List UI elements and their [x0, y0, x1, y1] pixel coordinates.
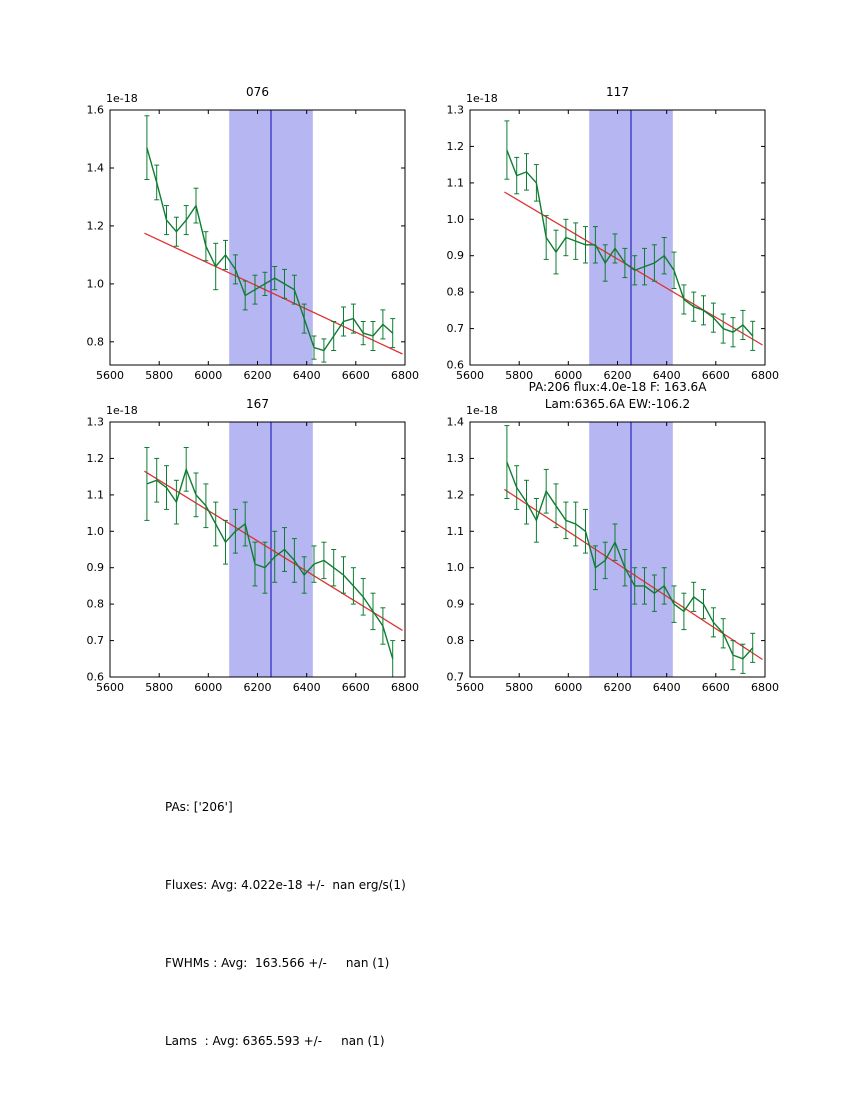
svg-text:1.3: 1.3: [447, 104, 465, 117]
chart-canvas-076: 5600 5800 6000 6200 6400 6600 6800 0.8 1.0 1.2 1.4…: [87, 104, 420, 383]
axis-ticks: [109, 109, 406, 365]
svg-text:6000: 6000: [194, 369, 222, 382]
tick-labels: 5600 5800 6000 6200 6400 6600 6800 0.7 0.8 0.9 1.0…: [447, 416, 780, 695]
svg-text:5600: 5600: [96, 681, 124, 694]
chart-canvas-117: 5600 5800 6000 6200 6400 6600 6800 0.6 0.7 0.8 0.9…: [447, 104, 780, 383]
subplot-title-pa206-line1: PA:206 flux:4.0e-18 F: 163.6A: [528, 380, 707, 394]
subplot-title-076: 076: [246, 85, 269, 99]
stats-line-fluxes: Fluxes: Avg: 4.022e-18 +/- nan erg/s(1): [165, 878, 406, 892]
svg-text:5800: 5800: [505, 681, 533, 694]
chart-canvas-pa206: 5600 5800 6000 6200 6400 6600 6800 0.7 0.8 0.9 1.0…: [447, 416, 780, 695]
svg-text:0.7: 0.7: [447, 671, 465, 684]
stats-line-lams: Lams : Avg: 6365.593 +/- nan (1): [165, 1034, 385, 1048]
tick-labels: 5600 5800 6000 6200 6400 6600 6800 0.6 0.7 0.8 0.9…: [87, 416, 420, 695]
svg-text:1.0: 1.0: [447, 213, 465, 226]
svg-text:6400: 6400: [653, 369, 681, 382]
svg-text:6400: 6400: [293, 369, 321, 382]
offset-label-117: 1e-18: [466, 92, 498, 105]
spectrum-line: [506, 461, 754, 660]
svg-text:5800: 5800: [505, 369, 533, 382]
svg-text:1.1: 1.1: [447, 525, 465, 538]
svg-text:0.9: 0.9: [447, 598, 465, 611]
svg-text:1.2: 1.2: [447, 140, 465, 153]
svg-text:1.2: 1.2: [87, 219, 105, 232]
offset-label-076: 1e-18: [106, 92, 138, 105]
svg-text:6600: 6600: [702, 369, 730, 382]
svg-text:6600: 6600: [702, 681, 730, 694]
svg-text:1.2: 1.2: [87, 452, 105, 465]
offset-label-167: 1e-18: [106, 404, 138, 417]
axis-ticks: [469, 421, 766, 678]
svg-text:1.6: 1.6: [87, 104, 105, 117]
svg-text:1.0: 1.0: [87, 525, 105, 538]
stats-line-pas: PAs: ['206']: [165, 800, 233, 814]
stats-block: PAs: ['206'] Fluxes: Avg: 4.022e-18 +/- …: [165, 742, 406, 1100]
svg-text:1.3: 1.3: [447, 452, 465, 465]
svg-text:6400: 6400: [653, 681, 681, 694]
tick-labels: 5600 5800 6000 6200 6400 6600 6800 0.6 0.7 0.8 0.9…: [447, 104, 780, 383]
tick-labels: 5600 5800 6000 6200 6400 6600 6800 0.8 1.0 1.2 1.4…: [87, 104, 420, 383]
subplot-title-pa206-line2: Lam:6365.6A EW:-106.2: [544, 397, 691, 411]
svg-text:5800: 5800: [145, 681, 173, 694]
svg-text:1.1: 1.1: [447, 176, 465, 189]
continuum-fit-line: [144, 232, 403, 355]
svg-text:6200: 6200: [244, 681, 272, 694]
svg-text:0.8: 0.8: [447, 286, 465, 299]
svg-text:6000: 6000: [194, 681, 222, 694]
svg-text:0.7: 0.7: [87, 634, 105, 647]
offset-label-pa206: 1e-18: [466, 404, 498, 417]
svg-text:0.8: 0.8: [87, 598, 105, 611]
svg-text:0.9: 0.9: [447, 249, 465, 262]
svg-text:6600: 6600: [342, 369, 370, 382]
svg-text:6400: 6400: [293, 681, 321, 694]
svg-text:0.6: 0.6: [447, 359, 465, 372]
svg-text:1.1: 1.1: [87, 488, 105, 501]
svg-text:6800: 6800: [751, 369, 779, 382]
svg-text:6800: 6800: [391, 681, 419, 694]
svg-text:1.3: 1.3: [87, 416, 105, 429]
spectrum-line: [146, 147, 394, 352]
svg-text:0.8: 0.8: [447, 634, 465, 647]
svg-text:6200: 6200: [244, 369, 272, 382]
svg-text:1.4: 1.4: [87, 162, 105, 175]
chart-canvas-167: 5600 5800 6000 6200 6400 6600 6800 0.6 0.7 0.8 0.9…: [87, 416, 420, 695]
continuum-fit-line: [144, 470, 403, 631]
svg-text:6800: 6800: [751, 681, 779, 694]
subplot-title-167: 167: [246, 397, 269, 411]
subplot-title-117: 117: [606, 85, 629, 99]
svg-text:6000: 6000: [554, 369, 582, 382]
spectrum-line: [146, 467, 394, 660]
svg-text:5600: 5600: [456, 369, 484, 382]
stats-line-fwhms: FWHMs : Avg: 163.566 +/- nan (1): [165, 956, 390, 970]
svg-text:1.0: 1.0: [87, 277, 105, 290]
svg-text:0.9: 0.9: [87, 561, 105, 574]
svg-text:5600: 5600: [456, 681, 484, 694]
subplot-title-pa206: PA:206 flux:4.0e-18 F: 163.6A Lam:6365.6…: [470, 379, 765, 413]
svg-text:5600: 5600: [96, 369, 124, 382]
svg-text:6200: 6200: [604, 369, 632, 382]
axis-ticks: [469, 109, 766, 366]
spectrum-line: [506, 149, 754, 337]
svg-text:0.8: 0.8: [87, 335, 105, 348]
axis-ticks: [109, 421, 406, 678]
svg-text:1.4: 1.4: [447, 416, 465, 429]
svg-text:6800: 6800: [391, 369, 419, 382]
svg-text:6000: 6000: [554, 681, 582, 694]
svg-text:5800: 5800: [145, 369, 173, 382]
svg-text:6600: 6600: [342, 681, 370, 694]
continuum-fit-line: [504, 488, 763, 661]
svg-text:1.0: 1.0: [447, 561, 465, 574]
svg-text:0.6: 0.6: [87, 671, 105, 684]
svg-text:1.2: 1.2: [447, 488, 465, 501]
svg-text:6200: 6200: [604, 681, 632, 694]
svg-text:0.7: 0.7: [447, 322, 465, 335]
